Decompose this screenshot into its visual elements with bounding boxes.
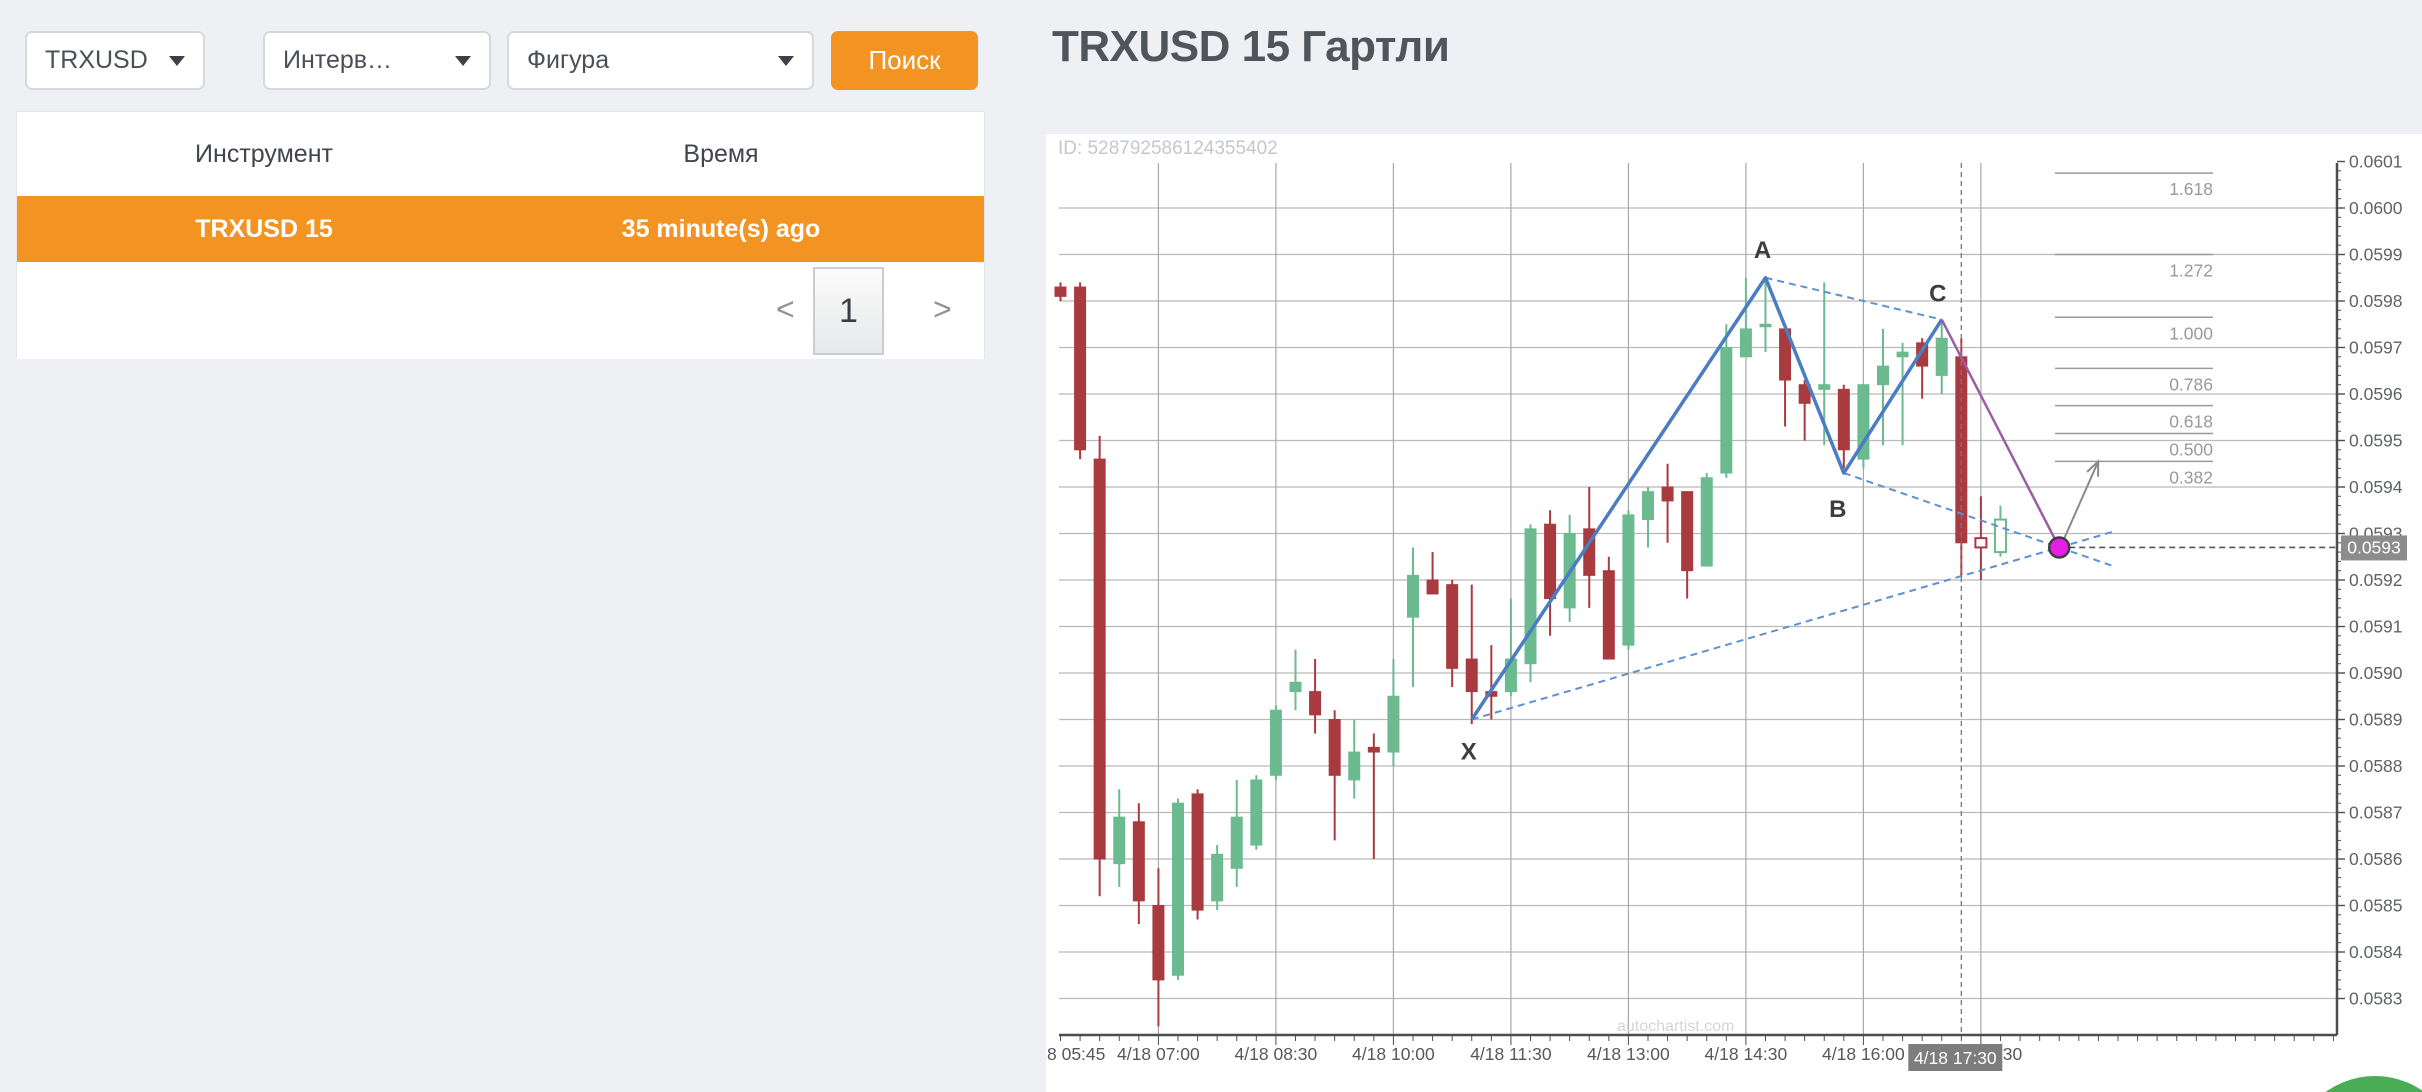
pagination: < 1 >: [17, 262, 984, 359]
next-page-button[interactable]: >: [927, 290, 958, 329]
svg-text:0.618: 0.618: [2169, 412, 2213, 432]
svg-text:0.0594: 0.0594: [2349, 477, 2403, 497]
svg-text:0.0589: 0.0589: [2349, 710, 2403, 730]
svg-text:1.000: 1.000: [2169, 323, 2213, 343]
svg-text:8 05:45: 8 05:45: [1047, 1044, 1105, 1064]
chart-id-label: ID: 528792586124355402: [1058, 138, 1278, 159]
svg-text:0.0585: 0.0585: [2349, 896, 2403, 916]
svg-text:0.0584: 0.0584: [2349, 942, 2403, 962]
svg-text:C: C: [1929, 281, 1946, 308]
svg-text:0.0590: 0.0590: [2349, 663, 2403, 683]
svg-text:0.0587: 0.0587: [2349, 803, 2403, 823]
column-header-time: Время: [683, 140, 759, 168]
symbol-select[interactable]: TRXUSD: [25, 31, 205, 90]
svg-text:X: X: [1461, 739, 1477, 766]
interval-select[interactable]: Интерв…: [263, 31, 491, 90]
svg-text:4/18 14:30: 4/18 14:30: [1705, 1044, 1788, 1064]
result-instrument: TRXUSD 15: [195, 215, 333, 243]
svg-text:0.0600: 0.0600: [2349, 198, 2403, 218]
results-table: Инструмент Время TRXUSD 15 35 minute(s) …: [16, 111, 985, 359]
svg-text:autochartist.com: autochartist.com: [1617, 1018, 1734, 1035]
chevron-down-icon: [778, 55, 794, 66]
chart-card: ID: 528792586124355402 1.618 1.272 1.000 0.…: [1046, 134, 2422, 1092]
svg-text:0.0597: 0.0597: [2349, 338, 2403, 358]
svg-text:4/18 17:30: 4/18 17:30: [1914, 1048, 1997, 1068]
svg-text:0.500: 0.500: [2169, 440, 2213, 460]
svg-text:1.618: 1.618: [2169, 179, 2213, 199]
svg-text:4/18 16:00: 4/18 16:00: [1822, 1044, 1905, 1064]
chevron-down-icon: [169, 55, 185, 66]
svg-text:0.382: 0.382: [2169, 467, 2213, 487]
svg-text:A: A: [1754, 237, 1771, 264]
pattern-select-value: Фигура: [527, 46, 610, 74]
interval-select-value: Интерв…: [283, 46, 393, 74]
svg-text:0.0598: 0.0598: [2349, 291, 2403, 311]
svg-text:4/18 10:00: 4/18 10:00: [1352, 1044, 1435, 1064]
svg-text:0.0588: 0.0588: [2349, 756, 2403, 776]
svg-text:0.0595: 0.0595: [2349, 431, 2403, 451]
price-chart-svg: 1.618 1.272 1.000 0.786 0.618 0.500 0.382 X A B C 8…: [1047, 152, 2407, 1071]
svg-text:0.0586: 0.0586: [2349, 849, 2403, 869]
search-button[interactable]: Поиск: [831, 31, 978, 90]
svg-text:0.0591: 0.0591: [2349, 617, 2403, 637]
prev-page-button[interactable]: <: [770, 290, 801, 329]
svg-text:0.0583: 0.0583: [2349, 989, 2403, 1009]
current-page-button[interactable]: 1: [813, 267, 884, 355]
svg-text:0.0593: 0.0593: [2347, 537, 2401, 557]
symbol-select-value: TRXUSD: [45, 46, 148, 74]
page-title: TRXUSD 15 Гартли: [1052, 22, 1450, 71]
svg-text:0.0596: 0.0596: [2349, 384, 2403, 404]
pattern-select[interactable]: Фигура: [507, 31, 814, 90]
svg-text:4/18 07:00: 4/18 07:00: [1117, 1044, 1200, 1064]
svg-text:B: B: [1829, 496, 1846, 523]
svg-text:1.272: 1.272: [2169, 261, 2213, 281]
svg-text:4/18 08:30: 4/18 08:30: [1235, 1044, 1318, 1064]
chevron-down-icon: [455, 55, 471, 66]
svg-text:0.0601: 0.0601: [2349, 152, 2403, 172]
column-header-instrument: Инструмент: [195, 140, 333, 168]
result-time: 35 minute(s) ago: [621, 215, 821, 243]
svg-text:0.0599: 0.0599: [2349, 245, 2403, 265]
svg-text:0.0592: 0.0592: [2349, 570, 2403, 590]
svg-text:4/18 11:30: 4/18 11:30: [1470, 1044, 1552, 1064]
table-row-selected[interactable]: TRXUSD 15 35 minute(s) ago: [17, 196, 984, 262]
svg-text:4/18 13:00: 4/18 13:00: [1587, 1044, 1670, 1064]
svg-text:0.786: 0.786: [2169, 374, 2213, 394]
